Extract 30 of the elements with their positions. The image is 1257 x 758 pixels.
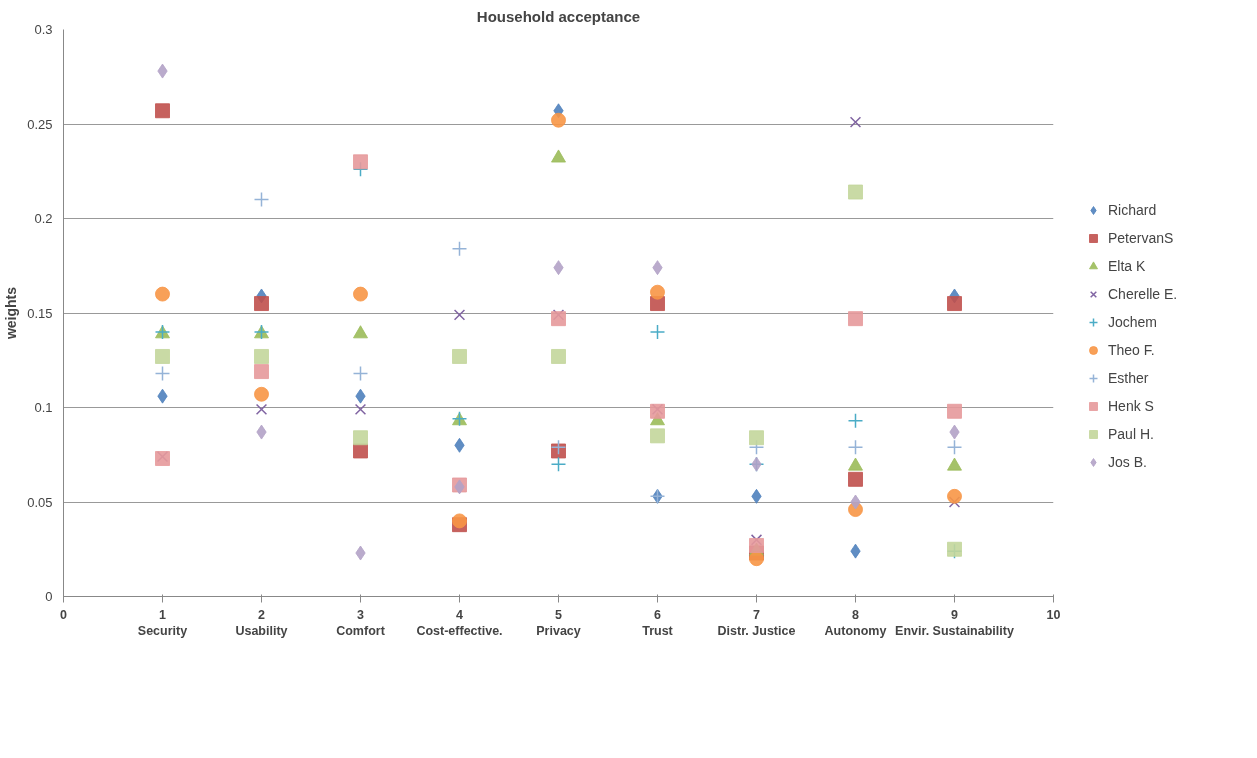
- x-tick-label: 10: [1046, 607, 1061, 622]
- legend-label: Henk S: [1108, 397, 1154, 414]
- y-tick-label: 0.15: [27, 305, 53, 321]
- legend-label: Jochem: [1108, 313, 1158, 330]
- y-tick-label: 0.1: [34, 400, 53, 415]
- x-tick-label: 1 Security: [137, 607, 188, 639]
- x-tick-label: 7 Distr. Justice: [717, 607, 796, 639]
- legend-label: Paul H.: [1108, 425, 1154, 442]
- y-axis-title: weights: [3, 286, 20, 341]
- legend-label: Richard: [1108, 201, 1157, 218]
- legend-label: PetervanS: [1108, 229, 1174, 246]
- legend-label: Jos B.: [1108, 453, 1147, 470]
- x-tick-label: 0: [60, 607, 68, 622]
- x-tick-label: 9 Envir. Sustainability: [895, 607, 1014, 639]
- x-tick-label: 5 Privacy: [536, 607, 581, 639]
- legend-label: Cherelle E.: [1108, 285, 1178, 302]
- x-tick-label: 6 Trust: [642, 607, 674, 639]
- x-tick-label: 3 Comfort: [336, 607, 386, 639]
- y-tick-label: 0: [45, 589, 53, 604]
- chart-title: Household acceptance: [476, 7, 641, 25]
- y-tick-label: 0.25: [27, 116, 53, 132]
- x-tick-label: 4 Cost-effective.: [416, 607, 503, 639]
- legend-label: Esther: [1108, 369, 1149, 386]
- legend-label: Elta K: [1108, 257, 1146, 274]
- y-tick-label: 0.2: [34, 211, 53, 226]
- y-tick-label: 0.05: [27, 494, 53, 510]
- x-tick-label: 2 Usability: [235, 607, 288, 639]
- legend-label: Theo F.: [1108, 341, 1155, 358]
- x-tick-label: 8 Autonomy: [824, 607, 887, 639]
- y-tick-label: 0.3: [34, 22, 53, 37]
